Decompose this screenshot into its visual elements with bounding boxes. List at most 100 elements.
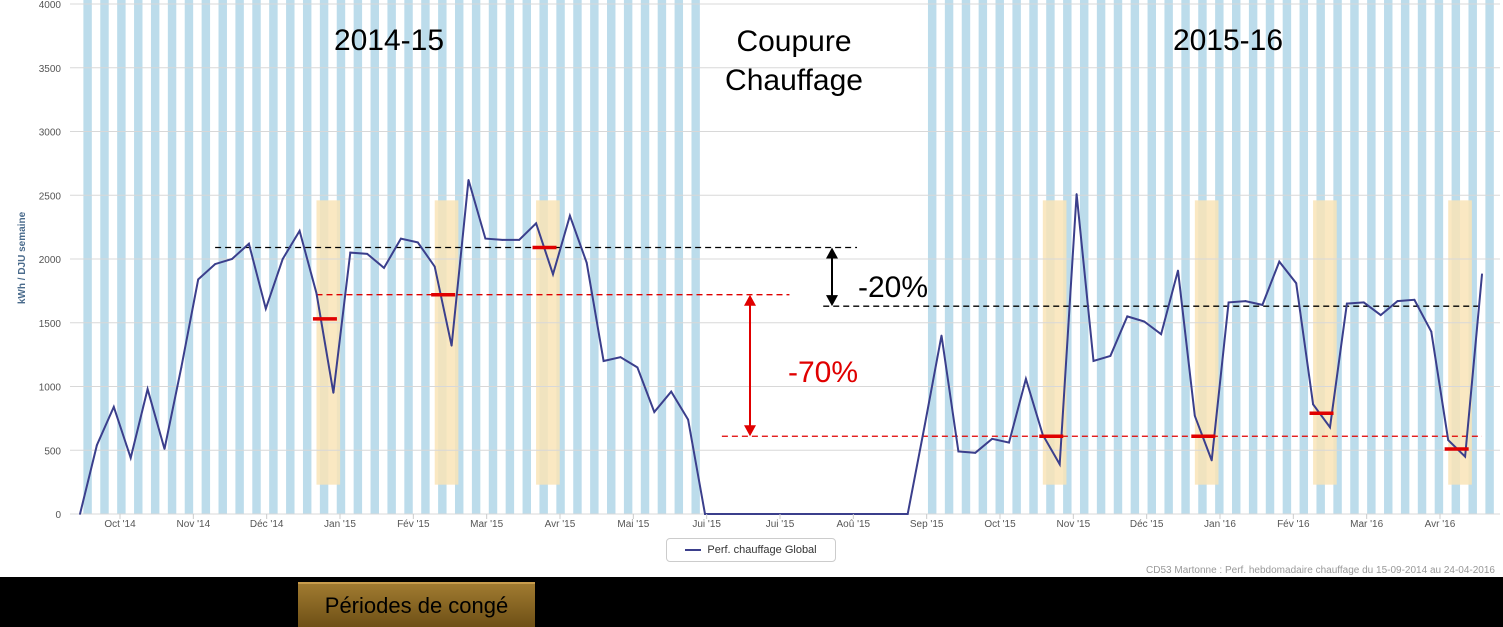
data-point [112,406,115,408]
data-point [1312,403,1314,406]
data-point [1329,426,1331,429]
data-point [1278,260,1281,263]
drop-70-arrow-head-bottom [744,425,756,437]
drop-70-label: -70% [788,356,858,389]
data-point [906,513,909,515]
week-stripe [471,0,481,514]
data-point [1227,301,1230,304]
data-point [264,307,267,310]
week-stripe [995,0,1004,514]
chart-panel: 0 500 1000 1500 2000 2500 3000 3500 4000 Oct '14… [0,0,1503,577]
series-line [79,179,1483,515]
data-point [467,179,470,181]
data-point [366,253,369,255]
x-tick-label: Nov '14 [177,519,211,530]
data-point [585,261,588,264]
data-point [501,238,504,241]
cutoff-label-line2: Chauffage [725,64,863,97]
data-point [1025,377,1027,380]
x-tick-label: Déc '14 [250,519,284,530]
week-stripe [944,0,954,514]
holiday-levels [312,245,1469,451]
week-stripe [1147,0,1156,514]
x-axis-ticks: Oct '14 Nov '14 Déc '14 Jan '15 Fév '15 Mar '… [104,514,1456,530]
x-tick-label: Avr '16 [1425,519,1456,530]
legend-label: Perf. chauffage Global [707,544,817,556]
week-stripe [657,0,667,514]
data-point [349,251,352,254]
data-point [214,263,217,265]
holiday-band [1313,200,1337,485]
week-stripe [556,0,565,514]
data-point [1058,463,1061,466]
data-point [873,513,875,515]
data-point [180,366,183,369]
data-point [450,344,453,347]
y-tick-label: 500 [44,446,61,457]
data-point [1075,193,1078,195]
data-point [197,278,200,281]
y-axis-ticks: 0 500 1000 1500 2000 2500 3000 3500 4000 [39,0,62,521]
week-stripe [674,0,684,514]
legend-item[interactable]: Perf. chauffage Global [666,538,836,562]
week-stripe [1350,0,1359,514]
week-stripe [1079,0,1089,514]
week-stripe [505,0,515,514]
week-stripe [691,0,700,514]
week-stripe [573,0,582,514]
data-point [332,391,335,394]
data-point [518,238,521,241]
week-stripe [167,0,177,514]
drop-20-arrow-head-bottom [826,295,838,307]
y-tick-label: 3500 [39,64,62,75]
week-stripe [370,0,379,514]
week-stripe [387,0,396,514]
holiday-band [1194,200,1219,485]
week-stripe [134,0,143,514]
x-tick-label: Mar '15 [470,519,503,530]
data-point [1430,330,1433,333]
data-point [1210,459,1213,462]
week-stripe [1468,0,1477,514]
data-point [1345,302,1348,305]
data-point [1413,298,1416,301]
week-stripe [1164,0,1173,514]
data-point [433,265,436,268]
data-point [1177,269,1179,272]
data-point [991,437,994,440]
week-stripe [421,0,430,514]
week-stripe [83,0,92,514]
data-point [400,237,402,240]
week-stripe [454,0,464,514]
y-tick-label: 2500 [39,191,62,202]
data-point [974,451,977,454]
week-stripe [607,0,616,514]
data-point [146,388,149,390]
y-tick-label: 1500 [39,319,62,330]
season-label-2015-16: 2015-16 [1173,24,1283,57]
x-tick-label: Mar '16 [1350,519,1383,530]
y-axis-label: kWh / DJU semaine [17,211,28,304]
legend-swatch [685,549,702,551]
week-stripe [1333,0,1342,514]
week-stripe [640,0,650,514]
data-point [1008,441,1010,444]
week-stripe [1299,0,1309,514]
week-stripe [927,0,937,514]
week-stripe [218,0,227,514]
week-stripe [1434,0,1444,514]
data-point [788,513,791,515]
week-stripe [150,0,160,514]
week-stripe [1248,0,1258,514]
x-tick-label: Nov '15 [1057,519,1091,530]
week-stripe [184,0,194,514]
season-label-2014-15: 2014-15 [334,24,444,57]
data-point [552,273,554,276]
data-point [1481,273,1483,276]
data-point [1126,315,1129,318]
week-stripe [1417,0,1427,514]
week-stripe [1367,0,1376,514]
week-stripe [1384,0,1393,514]
x-tick-label: Jui '15 [766,519,795,530]
data-point [1244,300,1247,302]
